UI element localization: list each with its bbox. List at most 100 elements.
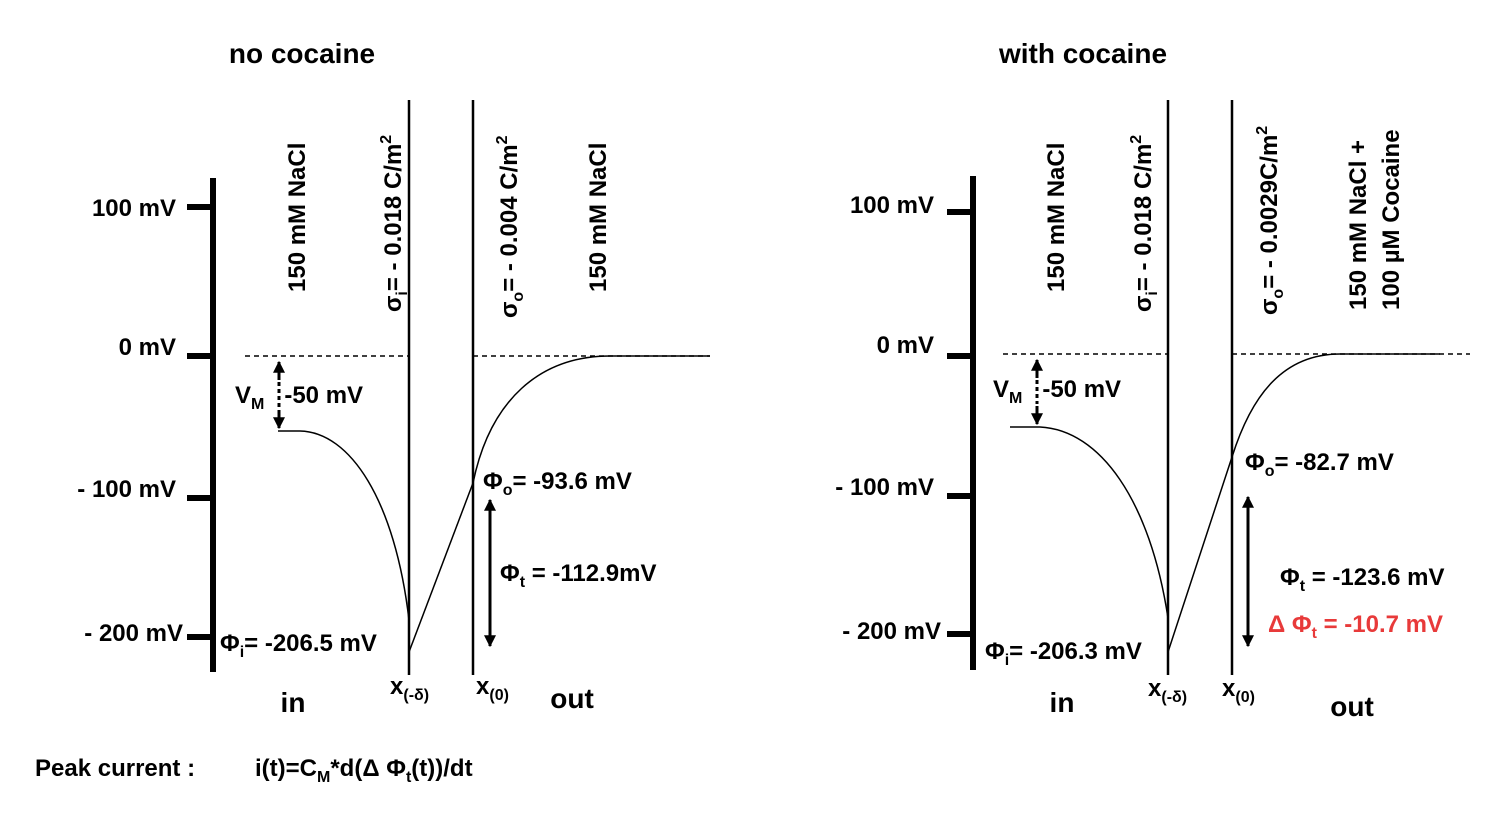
subscript: i [394, 291, 411, 295]
axis-label: - 100 mV [835, 474, 934, 501]
text: -50 mV [284, 382, 363, 409]
subscript: (0) [1235, 689, 1255, 706]
text: i(t)=C [255, 755, 317, 782]
axis-label: 0 mV [877, 332, 934, 359]
in-label: in [281, 687, 306, 718]
potential-outside [472, 355, 710, 484]
sigma-i: σi= - 0.018 C/m2 [1128, 135, 1161, 312]
text: = -82.7 mV [1274, 449, 1393, 476]
axis-label: - 200 mV [84, 620, 183, 647]
subscript: o [1265, 463, 1275, 480]
subscript: (0) [489, 687, 509, 704]
subscript: M [317, 769, 330, 786]
in-label: in [1050, 687, 1075, 718]
inside-solution: 150 mM NaCl [284, 143, 311, 292]
symbol: x [1222, 675, 1236, 702]
text: (t))/dt [411, 755, 472, 782]
outside-solution: 150 mM NaCl + [1345, 140, 1372, 310]
subscript: o [1270, 289, 1287, 299]
delta-phi-t: Δ Φt = -10.7 mV [1268, 611, 1443, 642]
axis-label: 100 mV [92, 195, 176, 222]
footer-label: Peak current : [35, 755, 195, 782]
symbol: Φ [483, 468, 503, 495]
subscript: (-δ) [1161, 689, 1187, 706]
sigma-o: σo= - 0.004 C/m2 [494, 135, 527, 318]
phi-i: Φi= -206.5 mV [220, 630, 377, 661]
sigma-o: σo= - 0.0029C/m2 [1254, 126, 1287, 315]
subscript: i [1144, 291, 1161, 295]
potential-membrane [408, 482, 474, 653]
subscript: (-δ) [403, 687, 429, 704]
phi-o: Φo= -82.7 mV [1245, 449, 1394, 480]
symbol: Φ [985, 638, 1005, 665]
subscript: t [1300, 578, 1306, 595]
text: = -10.7 mV [1317, 611, 1443, 638]
out-label: out [550, 683, 594, 714]
subscript: i [240, 644, 244, 661]
x-minus-delta: x(-δ) [390, 673, 429, 704]
subscript: t [1312, 625, 1318, 642]
text: = - 0.018 C/m [1130, 144, 1157, 291]
panel-title: with cocaine [998, 38, 1167, 69]
footer-formula: i(t)=CM*d(Δ Φt(t))/dt [255, 755, 473, 786]
text: = -206.5 mV [244, 630, 377, 657]
text: = -123.6 mV [1305, 564, 1444, 591]
axis-label: 0 mV [119, 334, 176, 361]
text: = - 0.004 C/m [496, 144, 523, 291]
symbol: Φ [220, 630, 240, 657]
vm-label: VM -50 mV [993, 376, 1121, 407]
subscript: t [406, 769, 412, 786]
subscript: t [520, 574, 526, 591]
superscript: 2 [1254, 126, 1271, 135]
symbol: σ [496, 302, 523, 318]
subscript: o [503, 482, 513, 499]
subscript: M [1009, 390, 1022, 407]
symbol: σ [1256, 299, 1283, 315]
symbol: σ [380, 296, 407, 312]
symbol: Φ [1245, 449, 1265, 476]
text: = -206.3 mV [1009, 638, 1142, 665]
superscript: 2 [378, 135, 395, 144]
symbol: σ [1130, 296, 1157, 312]
outside-solution: 150 mM NaCl [585, 143, 612, 292]
panel-title: no cocaine [229, 38, 375, 69]
symbol: Δ Φ [1268, 611, 1312, 638]
potential-inside [1010, 426, 1169, 619]
symbol: x [390, 673, 404, 700]
potential-outside [1231, 353, 1440, 458]
symbol: Φ [1280, 564, 1300, 591]
axis-label: - 100 mV [77, 476, 176, 503]
axis-label: 100 mV [850, 192, 934, 219]
panel-left: no cocaine 100 mV 0 mV - 100 mV - 200 mV… [77, 38, 710, 718]
out-label: out [1330, 691, 1374, 722]
subscript: o [510, 292, 527, 302]
x-minus-delta: x(-δ) [1148, 675, 1187, 706]
symbol: V [993, 376, 1009, 403]
sigma-i: σi= - 0.018 C/m2 [378, 135, 411, 312]
symbol: x [1148, 675, 1162, 702]
text: -50 mV [1042, 376, 1121, 403]
symbol: x [476, 673, 490, 700]
symbol: Φ [500, 560, 520, 587]
phi-o: Φo= -93.6 mV [483, 468, 632, 499]
superscript: 2 [494, 135, 511, 144]
x-zero: x(0) [1222, 675, 1255, 706]
subscript: M [251, 396, 264, 413]
phi-t: Φt = -123.6 mV [1280, 564, 1444, 595]
outside-solution: 100 µM Cocaine [1378, 129, 1405, 310]
text: = - 0.018 C/m [380, 144, 407, 291]
inside-solution: 150 mM NaCl [1043, 143, 1070, 292]
potential-outside-link [1167, 456, 1233, 653]
phi-t: Φt = -112.9mV [500, 560, 656, 591]
vm-label: VM -50 mV [235, 382, 363, 413]
panel-right: with cocaine 100 mV 0 mV - 100 mV - 200 … [835, 38, 1470, 722]
text: *d(Δ Φ [330, 755, 406, 782]
phi-i: Φi= -206.3 mV [985, 638, 1142, 669]
x-zero: x(0) [476, 673, 509, 704]
axis-label: - 200 mV [842, 618, 941, 645]
text: = - 0.0029C/m [1256, 135, 1283, 289]
symbol: V [235, 382, 251, 409]
potential-inside [278, 430, 410, 621]
text: = -112.9mV [525, 560, 656, 587]
